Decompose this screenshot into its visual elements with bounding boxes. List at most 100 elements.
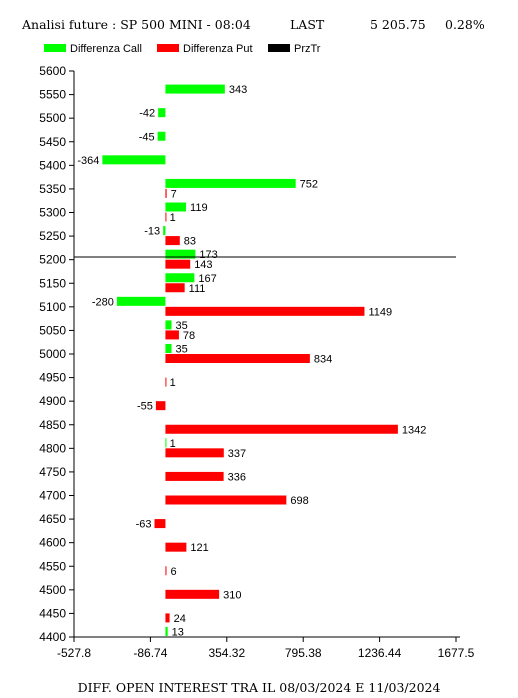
call-bar-5350 bbox=[165, 178, 296, 188]
call-bar-5150 bbox=[165, 273, 195, 283]
call-bar-5550 bbox=[165, 84, 225, 94]
call-bar-5300 bbox=[165, 202, 187, 212]
put-bar-4450 bbox=[165, 613, 170, 623]
put-value-label-5350: 7 bbox=[171, 188, 177, 200]
put-bar-5250 bbox=[165, 236, 180, 246]
put-bar-5050 bbox=[165, 330, 179, 340]
x-tick-label: 1677.5 bbox=[438, 646, 475, 660]
x-axis-ticks: -527.8 -86.74 354.32 795.38 1236.44 1677.5 bbox=[57, 637, 475, 660]
call-value-label-5200: 173 bbox=[199, 249, 217, 261]
y-tick-label: 5100 bbox=[39, 300, 66, 314]
y-tick-label: 5450 bbox=[39, 135, 66, 149]
put-bar-5350 bbox=[165, 188, 167, 198]
call-bar-5050 bbox=[165, 320, 172, 330]
y-tick-label: 5600 bbox=[39, 64, 66, 78]
put-bar-5200 bbox=[165, 259, 191, 269]
y-tick-label: 5250 bbox=[39, 229, 66, 243]
x-tick-label: -527.8 bbox=[57, 646, 91, 660]
put-value-label-4800: 337 bbox=[228, 448, 246, 460]
x-tick-label: 795.38 bbox=[285, 646, 322, 660]
y-tick-label: 5400 bbox=[39, 158, 66, 172]
y-tick-label: 5350 bbox=[39, 182, 66, 196]
put-value-label-5100: 1149 bbox=[368, 306, 392, 318]
y-tick-label: 4550 bbox=[39, 559, 66, 573]
put-value-label-4450: 24 bbox=[174, 613, 186, 625]
put-bar-5000 bbox=[165, 354, 310, 363]
x-tick-label: -86.74 bbox=[133, 646, 167, 660]
legend: Differenza Call Differenza Put PrzTr bbox=[44, 43, 321, 55]
call-bar-5250 bbox=[163, 226, 166, 236]
put-bar-4900 bbox=[155, 401, 166, 411]
put-value-label-4850: 1342 bbox=[402, 424, 426, 436]
put-bar-4800 bbox=[165, 448, 224, 458]
call-value-label-5350: 752 bbox=[300, 178, 318, 190]
put-value-label-4950: 1 bbox=[170, 377, 176, 389]
call-value-label-4800: 1 bbox=[170, 438, 176, 450]
legend-swatch-call bbox=[44, 44, 66, 52]
y-tick-label: 4900 bbox=[39, 394, 66, 408]
y-tick-label: 4800 bbox=[39, 441, 66, 455]
put-bar-4600 bbox=[165, 542, 187, 552]
legend-label-call: Differenza Call bbox=[70, 43, 142, 55]
legend-swatch-przt bbox=[268, 44, 290, 52]
call-bar-5100 bbox=[116, 296, 166, 306]
put-value-label-4750: 336 bbox=[228, 471, 246, 483]
put-value-label-4500: 310 bbox=[223, 589, 241, 601]
call-bar-5000 bbox=[165, 344, 172, 353]
y-tick-label: 5500 bbox=[39, 111, 66, 125]
x-tick-label: 354.32 bbox=[208, 646, 245, 660]
call-bar-5400 bbox=[102, 155, 166, 165]
put-value-label-4900: -55 bbox=[137, 401, 153, 413]
chart-title: Analisi future : SP 500 MINI - 08:04 bbox=[21, 17, 251, 32]
call-value-label-5300: 119 bbox=[190, 202, 208, 214]
put-value-label-5150: 111 bbox=[189, 283, 206, 295]
call-value-label-5000: 35 bbox=[175, 344, 187, 356]
put-value-label-5050: 78 bbox=[183, 330, 195, 342]
call-value-label-5500: -42 bbox=[139, 108, 155, 120]
put-value-label-4600: 121 bbox=[190, 542, 208, 554]
y-tick-label: 5200 bbox=[39, 253, 66, 267]
call-bar-4800 bbox=[165, 438, 167, 448]
y-tick-label: 5300 bbox=[39, 206, 66, 220]
y-tick-label: 4950 bbox=[39, 371, 66, 385]
legend-swatch-put bbox=[157, 44, 179, 52]
y-tick-label: 5000 bbox=[39, 347, 66, 361]
put-value-label-5250: 83 bbox=[184, 236, 196, 248]
call-value-label-5550: 343 bbox=[229, 84, 247, 96]
put-value-label-4700: 698 bbox=[290, 495, 308, 507]
call-bar-5500 bbox=[158, 108, 166, 118]
change-percent: 0.28% bbox=[445, 17, 485, 32]
call-bar-4400 bbox=[165, 627, 168, 636]
call-value-label-5450: -45 bbox=[139, 131, 155, 143]
call-value-label-4400: 13 bbox=[172, 627, 184, 639]
y-tick-label: 4700 bbox=[39, 489, 66, 503]
put-bar-4750 bbox=[165, 471, 224, 481]
y-tick-label: 5050 bbox=[39, 323, 66, 337]
call-bar-5200 bbox=[165, 249, 196, 259]
y-tick-label: 4600 bbox=[39, 536, 66, 550]
put-bar-4950 bbox=[165, 377, 167, 387]
call-value-label-5050: 35 bbox=[175, 320, 187, 332]
legend-label-put: Differenza Put bbox=[183, 43, 253, 55]
x-tick-label: 1236.44 bbox=[358, 646, 402, 660]
y-tick-label: 5150 bbox=[39, 276, 66, 290]
put-value-label-5200: 143 bbox=[194, 259, 212, 271]
y-tick-label: 4400 bbox=[39, 630, 66, 644]
put-bar-5300 bbox=[165, 212, 167, 222]
put-bar-4850 bbox=[165, 424, 398, 434]
put-bar-4700 bbox=[165, 495, 287, 505]
put-value-label-5300: 1 bbox=[170, 212, 176, 224]
put-bar-4550 bbox=[165, 566, 167, 576]
y-tick-label: 4850 bbox=[39, 418, 66, 432]
last-label: LAST bbox=[290, 17, 325, 32]
legend-label-przt: PrzTr bbox=[294, 43, 321, 55]
put-value-label-4650: -63 bbox=[136, 519, 152, 531]
call-value-label-5100: -280 bbox=[92, 296, 114, 308]
y-tick-label: 4750 bbox=[39, 465, 66, 479]
bar-series: 343-42-45-364752119-13173167-28035351137… bbox=[77, 84, 426, 638]
put-bar-5150 bbox=[165, 283, 185, 293]
call-value-label-5400: -364 bbox=[77, 155, 99, 167]
y-tick-label: 4450 bbox=[39, 606, 66, 620]
put-bar-4500 bbox=[165, 589, 220, 599]
